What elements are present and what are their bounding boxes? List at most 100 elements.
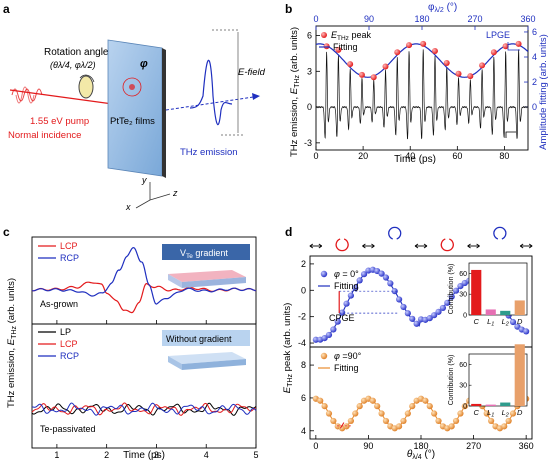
data-point-phi0: [360, 271, 368, 278]
legend-phi90: φ =90°: [334, 351, 362, 361]
peak-marker: [443, 59, 450, 66]
inset-x-label: L2: [502, 408, 509, 419]
emission-beam: [165, 95, 261, 111]
x-tick-label-c: 5: [253, 450, 258, 460]
y-tick-label-b: -3: [304, 138, 312, 148]
y-tick-label-d-top: -2: [298, 312, 306, 322]
x-top-tick-label-b: 180: [414, 14, 429, 24]
x-tick-label-d: 0: [313, 441, 318, 451]
data-point-phi0: [457, 283, 464, 290]
thz-waveform-icon: [189, 59, 233, 126]
trace-bottom-2: [31, 402, 257, 416]
ylabel-c: THz emission, ETHz (arb. units): [6, 278, 18, 408]
x-tick-label-c: 1: [54, 450, 59, 460]
data-point-phi90: [395, 423, 403, 430]
inset-x-label: L2: [502, 317, 509, 328]
inset-bar-C: [471, 269, 482, 315]
x-top-tick-label-b: 0: [313, 14, 318, 24]
gradient-film-icon: [168, 270, 246, 282]
trace-rcp-top: [31, 246, 257, 305]
lcp-pol-icon: [440, 238, 454, 252]
data-point-phi90: [483, 410, 490, 417]
peak-marker: [420, 40, 427, 47]
x-tick-label-c: 3: [154, 450, 159, 460]
inset-x-label: C: [474, 317, 480, 326]
data-point-phi90: [317, 397, 324, 404]
axis-y-label: y: [141, 175, 147, 185]
y-right-tick-label-b: 2: [532, 77, 537, 87]
panel-b: b φλ/2 (°) 0 20 40 60 800 90 180 270 360-3036024…: [285, 2, 549, 165]
axis-ticks-d: 0 90 180 270 360 -4 -2 0 2 4 6 8: [298, 259, 534, 451]
inset-y-tick-label: 60: [459, 362, 467, 369]
traces-bottom-c: [31, 402, 257, 416]
ylabel-left-b: THz emission, ETHz (arb. units): [289, 27, 301, 157]
legend-lp-bottom: LP: [60, 327, 71, 337]
film-label: PtTe₂ films: [110, 116, 155, 127]
peak-marker: [431, 48, 438, 55]
inset-bar-bottom: 0 30 60 C L1 L2 D Contribution (%): [448, 344, 528, 419]
inset-bar-L2: [500, 402, 511, 406]
data-point-phi0: [404, 310, 411, 317]
data-point-phi0: [352, 284, 359, 291]
data-point-phi0: [426, 315, 433, 322]
data-point-phi0: [439, 304, 447, 312]
xlabel-d: θλ/4 (°): [407, 449, 435, 461]
data-point-phi0: [435, 308, 442, 315]
inset-bar-C: [471, 403, 482, 406]
uniform-film-icon: [168, 352, 246, 364]
data-point-phi0: [343, 300, 350, 307]
panel-label-c: c: [3, 225, 10, 239]
data-point-phi0: [325, 331, 333, 339]
data-point-phi0: [334, 318, 341, 325]
data-point-phi90: [505, 417, 512, 425]
data-point-phi90: [347, 417, 354, 425]
y-tick-label-b: 3: [307, 66, 312, 76]
peak-marker: [479, 62, 486, 69]
data-point-phi90: [431, 410, 438, 417]
inset-y-tick-label: 0: [463, 313, 467, 320]
peak-marker: [335, 46, 342, 53]
peak-marker: [347, 61, 354, 68]
panel-label-d: d: [285, 225, 292, 239]
x-tick-label-d: 270: [466, 441, 481, 451]
gradient-label-box: [162, 244, 250, 260]
axis-ticks-c: 1 2 3 4 5: [54, 320, 259, 460]
data-point-phi90: [352, 410, 359, 417]
data-point-phi90: [422, 397, 429, 404]
x-tick-label-c: 4: [204, 450, 209, 460]
x-tick-label-c: 2: [104, 450, 109, 460]
data-point-phi0: [514, 323, 521, 330]
thz-trace-b: [315, 49, 529, 140]
inset-y-tick-label: 30: [459, 292, 467, 299]
data-point-phi90: [435, 417, 442, 425]
legend-lcp-top: LCP: [60, 241, 78, 251]
peak-marker: [515, 40, 522, 47]
gradient-label: VTe gradient: [180, 248, 228, 260]
data-point-phi0: [448, 293, 455, 300]
peak-marker: [467, 73, 474, 80]
inset-bar-D: [514, 344, 525, 406]
data-point-phi0: [347, 292, 354, 299]
xlabel-c: Time (ps): [123, 450, 165, 461]
incidence-label: Normal incidence: [8, 130, 81, 141]
peak-markers-b: [323, 40, 522, 81]
peak-marker: [323, 43, 330, 50]
data-point-phi0: [391, 288, 398, 295]
linear-pol-arrowheads: [519, 243, 533, 249]
data-point-phi90: [369, 397, 376, 404]
small-cpge-mark: [339, 422, 345, 429]
legend-marker-peak: [321, 32, 327, 38]
data-point-phi0: [330, 326, 337, 333]
te-passivated-label: Te-passivated: [40, 424, 96, 434]
data-point-phi90: [343, 423, 350, 430]
lpge-label: LPGE: [486, 30, 510, 40]
rcp-pol-icon: [493, 226, 507, 240]
pump-beam: [9, 89, 121, 106]
panel-label-a: a: [3, 2, 10, 16]
y-tick-label-b: 0: [307, 102, 312, 112]
ylabel-right-b: Amplitude fitting (arb. units): [538, 34, 549, 150]
as-grown-label: As-grown: [40, 299, 78, 309]
data-point-phi90: [356, 403, 363, 410]
data-point-phi90: [321, 403, 328, 410]
inset-x-label: L1: [487, 408, 494, 419]
